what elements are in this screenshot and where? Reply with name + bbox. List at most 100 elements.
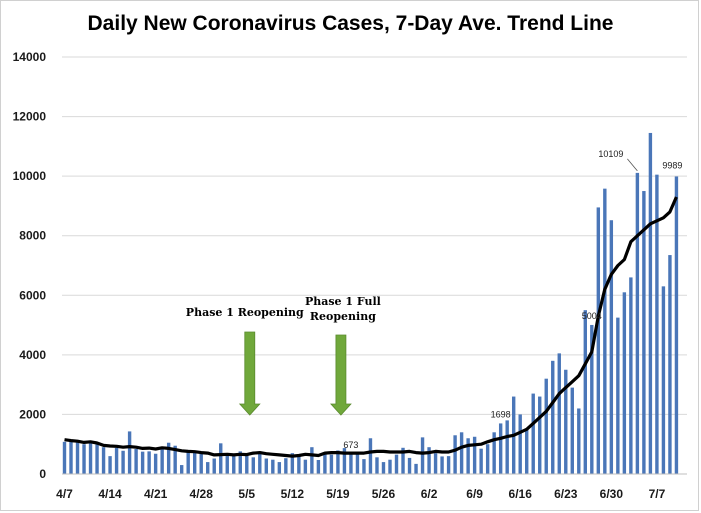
bar [427,447,431,474]
bar [362,459,366,474]
bar [238,451,242,474]
bar [661,286,666,474]
bar [62,441,67,474]
x-tick-label: 6/23 [554,487,578,501]
bar [225,455,229,474]
x-tick-label: 6/30 [600,487,624,501]
bar [173,445,177,474]
bar [577,408,581,474]
bar [674,176,679,474]
x-tick-label: 4/14 [98,487,122,501]
bar [140,451,145,474]
bar [88,442,93,474]
bar [498,423,503,474]
bar [114,447,119,474]
bar [648,132,653,475]
bar [531,393,535,474]
bar [147,451,151,474]
bar [95,444,99,474]
bar [108,456,112,474]
bar [179,465,184,474]
x-tick-label: 7/7 [649,487,666,501]
data-label-leader [627,158,638,172]
y-tick-label: 4000 [19,348,46,362]
x-tick-label: 4/7 [56,487,73,501]
y-tick-label: 6000 [19,288,46,302]
data-label: 9989 [662,160,682,170]
bar [407,457,412,474]
bar [557,353,561,474]
bar [323,453,327,474]
bar [466,438,470,474]
bar [505,420,509,474]
bar [375,457,379,474]
bar [336,450,340,474]
bar [446,456,451,474]
bar [349,453,353,474]
bar [518,414,522,474]
bar [212,458,216,474]
annotation-label: Phase 1 Reopening [186,306,304,319]
bar [264,458,269,474]
bar [166,442,171,474]
bar [544,378,548,474]
bar [303,459,308,474]
annotation-arrow [238,331,261,416]
bar [186,450,190,474]
bar [277,462,282,474]
bar [459,432,464,474]
x-tick-label: 5/26 [372,487,396,501]
bar [420,437,425,474]
bar [121,450,125,474]
y-tick-label: 2000 [19,407,46,421]
bar [368,438,373,474]
bar [251,457,255,474]
y-tick-label: 14000 [13,50,47,64]
bar [472,436,477,474]
bar [629,277,633,474]
annotation-arrow [330,334,352,416]
bar [290,453,295,474]
bar [69,441,73,474]
bar [193,451,197,474]
x-tick-label: 4/28 [190,487,214,501]
bar [245,453,249,474]
data-label: 673 [343,440,358,450]
bar [525,429,529,474]
bar [127,431,132,474]
bar [134,448,138,474]
bar [355,453,360,474]
bar [206,462,210,474]
x-tick-label: 5/19 [326,487,350,501]
bar [394,454,399,474]
bar [232,455,236,474]
bar [433,453,438,474]
bar [316,460,321,474]
bar [160,448,164,474]
bar [388,459,392,474]
bar [414,463,418,474]
bar [635,172,640,474]
x-tick-label: 5/5 [238,487,255,501]
bar [655,174,659,474]
bar [310,447,314,474]
x-tick-label: 6/2 [421,487,438,501]
bar [583,310,587,474]
bar [492,432,496,474]
bar [551,360,555,474]
bar [538,396,542,474]
bar [401,447,405,474]
bar [219,443,223,474]
bar [153,453,158,474]
bar [329,454,334,474]
bar [616,317,620,474]
bar [297,456,301,474]
bar [342,448,347,474]
y-tick-label: 10000 [13,169,47,183]
trend-line [64,196,678,458]
bar [642,191,646,475]
y-tick-label: 0 [39,467,46,481]
x-tick-label: 6/9 [466,487,483,501]
bar [485,444,490,474]
